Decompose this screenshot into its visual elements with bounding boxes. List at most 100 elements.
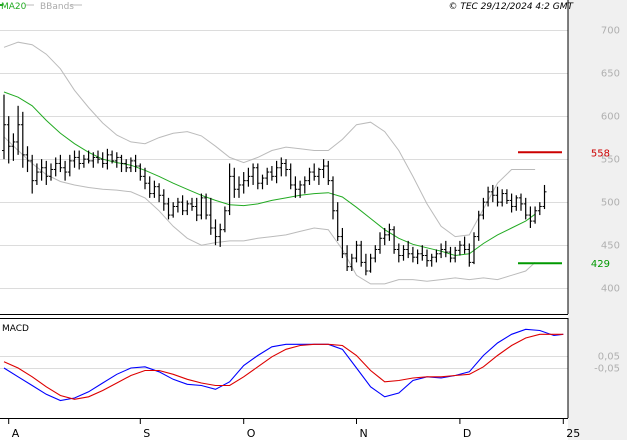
price-bar bbox=[49, 163, 53, 181]
price-bar bbox=[307, 167, 312, 185]
price-bar bbox=[472, 232, 476, 265]
price-bar bbox=[232, 167, 237, 198]
macd-tick-1: -0,05 bbox=[594, 364, 620, 375]
price-bar bbox=[448, 246, 453, 263]
price-bar bbox=[269, 166, 274, 181]
price-bar bbox=[453, 246, 458, 263]
price-bar bbox=[481, 197, 486, 220]
resistance-label: 558 bbox=[591, 148, 610, 159]
price-bar bbox=[359, 240, 364, 267]
price-bar bbox=[349, 253, 354, 271]
price-bar bbox=[11, 133, 16, 161]
price-bar bbox=[406, 240, 411, 259]
time-axis: A S O N D 25 bbox=[8, 418, 580, 440]
price-bar bbox=[67, 154, 72, 177]
macd-panel: 0,05-0,05 MACD bbox=[0, 318, 620, 419]
price-bar bbox=[415, 249, 420, 265]
price-bar bbox=[396, 243, 401, 263]
price-bar bbox=[105, 148, 110, 170]
price-bar bbox=[175, 197, 180, 213]
price-bar bbox=[194, 197, 199, 222]
price-bar bbox=[519, 193, 523, 211]
price-bar bbox=[166, 197, 171, 220]
price-bar bbox=[486, 186, 491, 207]
price-bar bbox=[25, 146, 30, 173]
price-bar bbox=[81, 154, 86, 168]
price-bar bbox=[77, 150, 82, 170]
macd-gridlines bbox=[0, 356, 568, 369]
price-bar bbox=[171, 202, 176, 218]
price-bar bbox=[462, 236, 467, 254]
price-bar bbox=[34, 163, 39, 185]
price-bar bbox=[345, 245, 350, 271]
price-plot-area bbox=[0, 0, 568, 314]
price-bar bbox=[6, 116, 11, 164]
price-bar bbox=[542, 184, 547, 210]
axis-background bbox=[568, 0, 627, 440]
price-bar bbox=[208, 197, 213, 235]
price-bar bbox=[476, 210, 481, 241]
price-bar bbox=[288, 163, 293, 190]
macd-axis: 0,05-0,05 bbox=[594, 352, 620, 375]
price-bar bbox=[53, 157, 58, 177]
price-bar bbox=[152, 180, 157, 198]
time-label-A: A bbox=[12, 427, 20, 440]
price-bar bbox=[218, 223, 223, 247]
copyright-text: © TEC 29/12/2024 4:2 GMT bbox=[448, 2, 574, 12]
price-bar bbox=[251, 163, 256, 185]
price-bar bbox=[373, 245, 378, 263]
price-bar bbox=[190, 197, 194, 211]
price-bar bbox=[368, 253, 373, 273]
price-bar bbox=[392, 226, 397, 254]
price-bar bbox=[457, 240, 462, 256]
price-bar bbox=[147, 176, 152, 198]
price-bar bbox=[500, 189, 505, 207]
price-bar bbox=[467, 243, 472, 267]
price-bar bbox=[340, 227, 345, 259]
price-bar bbox=[401, 245, 406, 261]
price-bar bbox=[387, 223, 392, 241]
price-bar bbox=[331, 176, 335, 220]
price-bar bbox=[44, 160, 49, 185]
signal-line bbox=[3, 333, 564, 400]
macd-line bbox=[3, 328, 564, 402]
price-bar bbox=[91, 152, 96, 168]
price-axis: 400 450 500 550 600 650 700 bbox=[601, 26, 620, 295]
price-bar bbox=[354, 240, 359, 263]
time-label-S: S bbox=[143, 427, 150, 440]
price-bar bbox=[378, 232, 382, 254]
price-tick-650: 650 bbox=[601, 69, 620, 80]
price-bar bbox=[335, 202, 340, 241]
price-bar bbox=[63, 160, 68, 181]
price-bar bbox=[410, 246, 415, 263]
price-bar bbox=[30, 154, 35, 194]
price-bar bbox=[443, 240, 448, 258]
price-bar bbox=[39, 159, 44, 181]
bb-legend-label: BBands bbox=[40, 2, 74, 12]
macd-tick-0: 0,05 bbox=[598, 352, 620, 363]
support-label: 429 bbox=[591, 259, 610, 270]
bb-lower-line bbox=[3, 136, 536, 285]
price-levels: 558 429 bbox=[518, 148, 610, 270]
price-bar bbox=[133, 154, 138, 173]
price-bar bbox=[420, 245, 425, 261]
price-bar bbox=[255, 163, 260, 190]
price-bar bbox=[434, 249, 439, 263]
price-bar bbox=[316, 167, 321, 185]
price-bar bbox=[528, 206, 533, 228]
price-bar bbox=[213, 219, 218, 246]
price-bar bbox=[490, 184, 495, 203]
price-tick-550: 550 bbox=[601, 155, 620, 166]
time-label-O: O bbox=[247, 427, 256, 440]
price-bar bbox=[523, 197, 528, 220]
price-bar bbox=[110, 150, 115, 164]
price-bar bbox=[279, 157, 284, 177]
time-label-D: D bbox=[463, 427, 471, 440]
price-bar bbox=[241, 172, 246, 194]
price-gridlines bbox=[0, 30, 568, 289]
price-bar bbox=[58, 154, 63, 173]
price-bar bbox=[509, 193, 514, 213]
price-bar bbox=[114, 152, 119, 168]
price-bar bbox=[138, 163, 143, 181]
